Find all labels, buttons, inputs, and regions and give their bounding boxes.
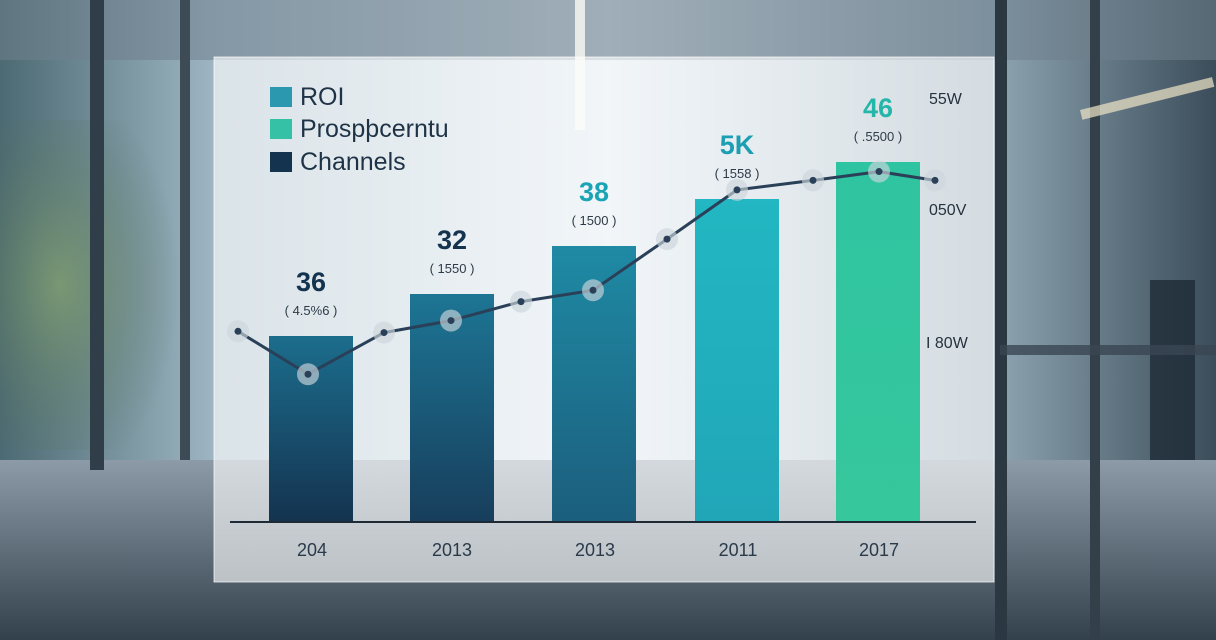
trend-point-2 <box>380 329 388 337</box>
bar-labels: 36 ( 4.5%6 ) 32 ( 1550 ) 38 ( 1500 ) 5K ( 1558 … <box>285 93 903 318</box>
bar-3 <box>695 199 779 522</box>
x-axis-ticks: 204 2013 2013 2011 2017 <box>297 540 899 560</box>
trend-point-4 <box>517 298 525 306</box>
x-tick-label-4: 2017 <box>859 540 899 560</box>
legend-item-0: ROI <box>270 83 344 111</box>
legend-item-1: Prospþcerntu <box>270 115 449 143</box>
bar-value-label-2: 38 <box>579 177 609 207</box>
bar-value-label-3: 5K <box>720 130 755 160</box>
legend-swatch-1 <box>270 119 292 139</box>
trend-points <box>227 160 946 386</box>
right-label-2: Ι 80W <box>926 335 969 352</box>
legend-label-2: Channels <box>300 148 406 176</box>
bar-sublabel-4: ( .5500 ) <box>854 129 902 144</box>
trend-point-10 <box>931 176 939 184</box>
bar-sublabel-1: ( 1550 ) <box>430 261 475 276</box>
trend-point-9 <box>875 168 883 176</box>
x-tick-label-1: 2013 <box>432 540 472 560</box>
bar-4 <box>836 162 920 522</box>
bar-value-label-4: 46 <box>863 93 893 123</box>
legend-swatch-0 <box>270 87 292 107</box>
trend-point-8 <box>809 176 817 184</box>
trend-point-5 <box>589 286 597 294</box>
legend-label-0: ROI <box>300 83 344 111</box>
legend: ROI Prospþcerntu Channels <box>270 83 449 176</box>
legend-item-2: Channels <box>270 148 406 176</box>
bar-sublabel-0: ( 4.5%6 ) <box>285 303 338 318</box>
trend-point-0 <box>234 327 242 335</box>
bars <box>269 162 920 522</box>
legend-swatch-2 <box>270 152 292 172</box>
trend-point-1 <box>304 370 312 378</box>
legend-label-1: Prospþcerntu <box>300 115 449 143</box>
bar-1 <box>410 294 494 522</box>
bar-sublabel-3: ( 1558 ) <box>715 166 760 181</box>
bar-sublabel-2: ( 1500 ) <box>572 213 617 228</box>
trend-point-7 <box>733 186 741 194</box>
right-label-0: 55W <box>929 91 963 108</box>
right-axis-labels: 55W 050V Ι 80W <box>926 91 969 352</box>
trend-point-3 <box>447 317 455 325</box>
x-tick-label-3: 2011 <box>719 540 758 560</box>
bar-value-label-1: 32 <box>437 225 467 255</box>
bar-value-label-0: 36 <box>296 267 326 297</box>
x-tick-label-2: 2013 <box>575 540 615 560</box>
right-label-1: 050V <box>929 202 967 219</box>
trend-point-6 <box>663 235 671 243</box>
x-tick-label-0: 204 <box>297 540 327 560</box>
